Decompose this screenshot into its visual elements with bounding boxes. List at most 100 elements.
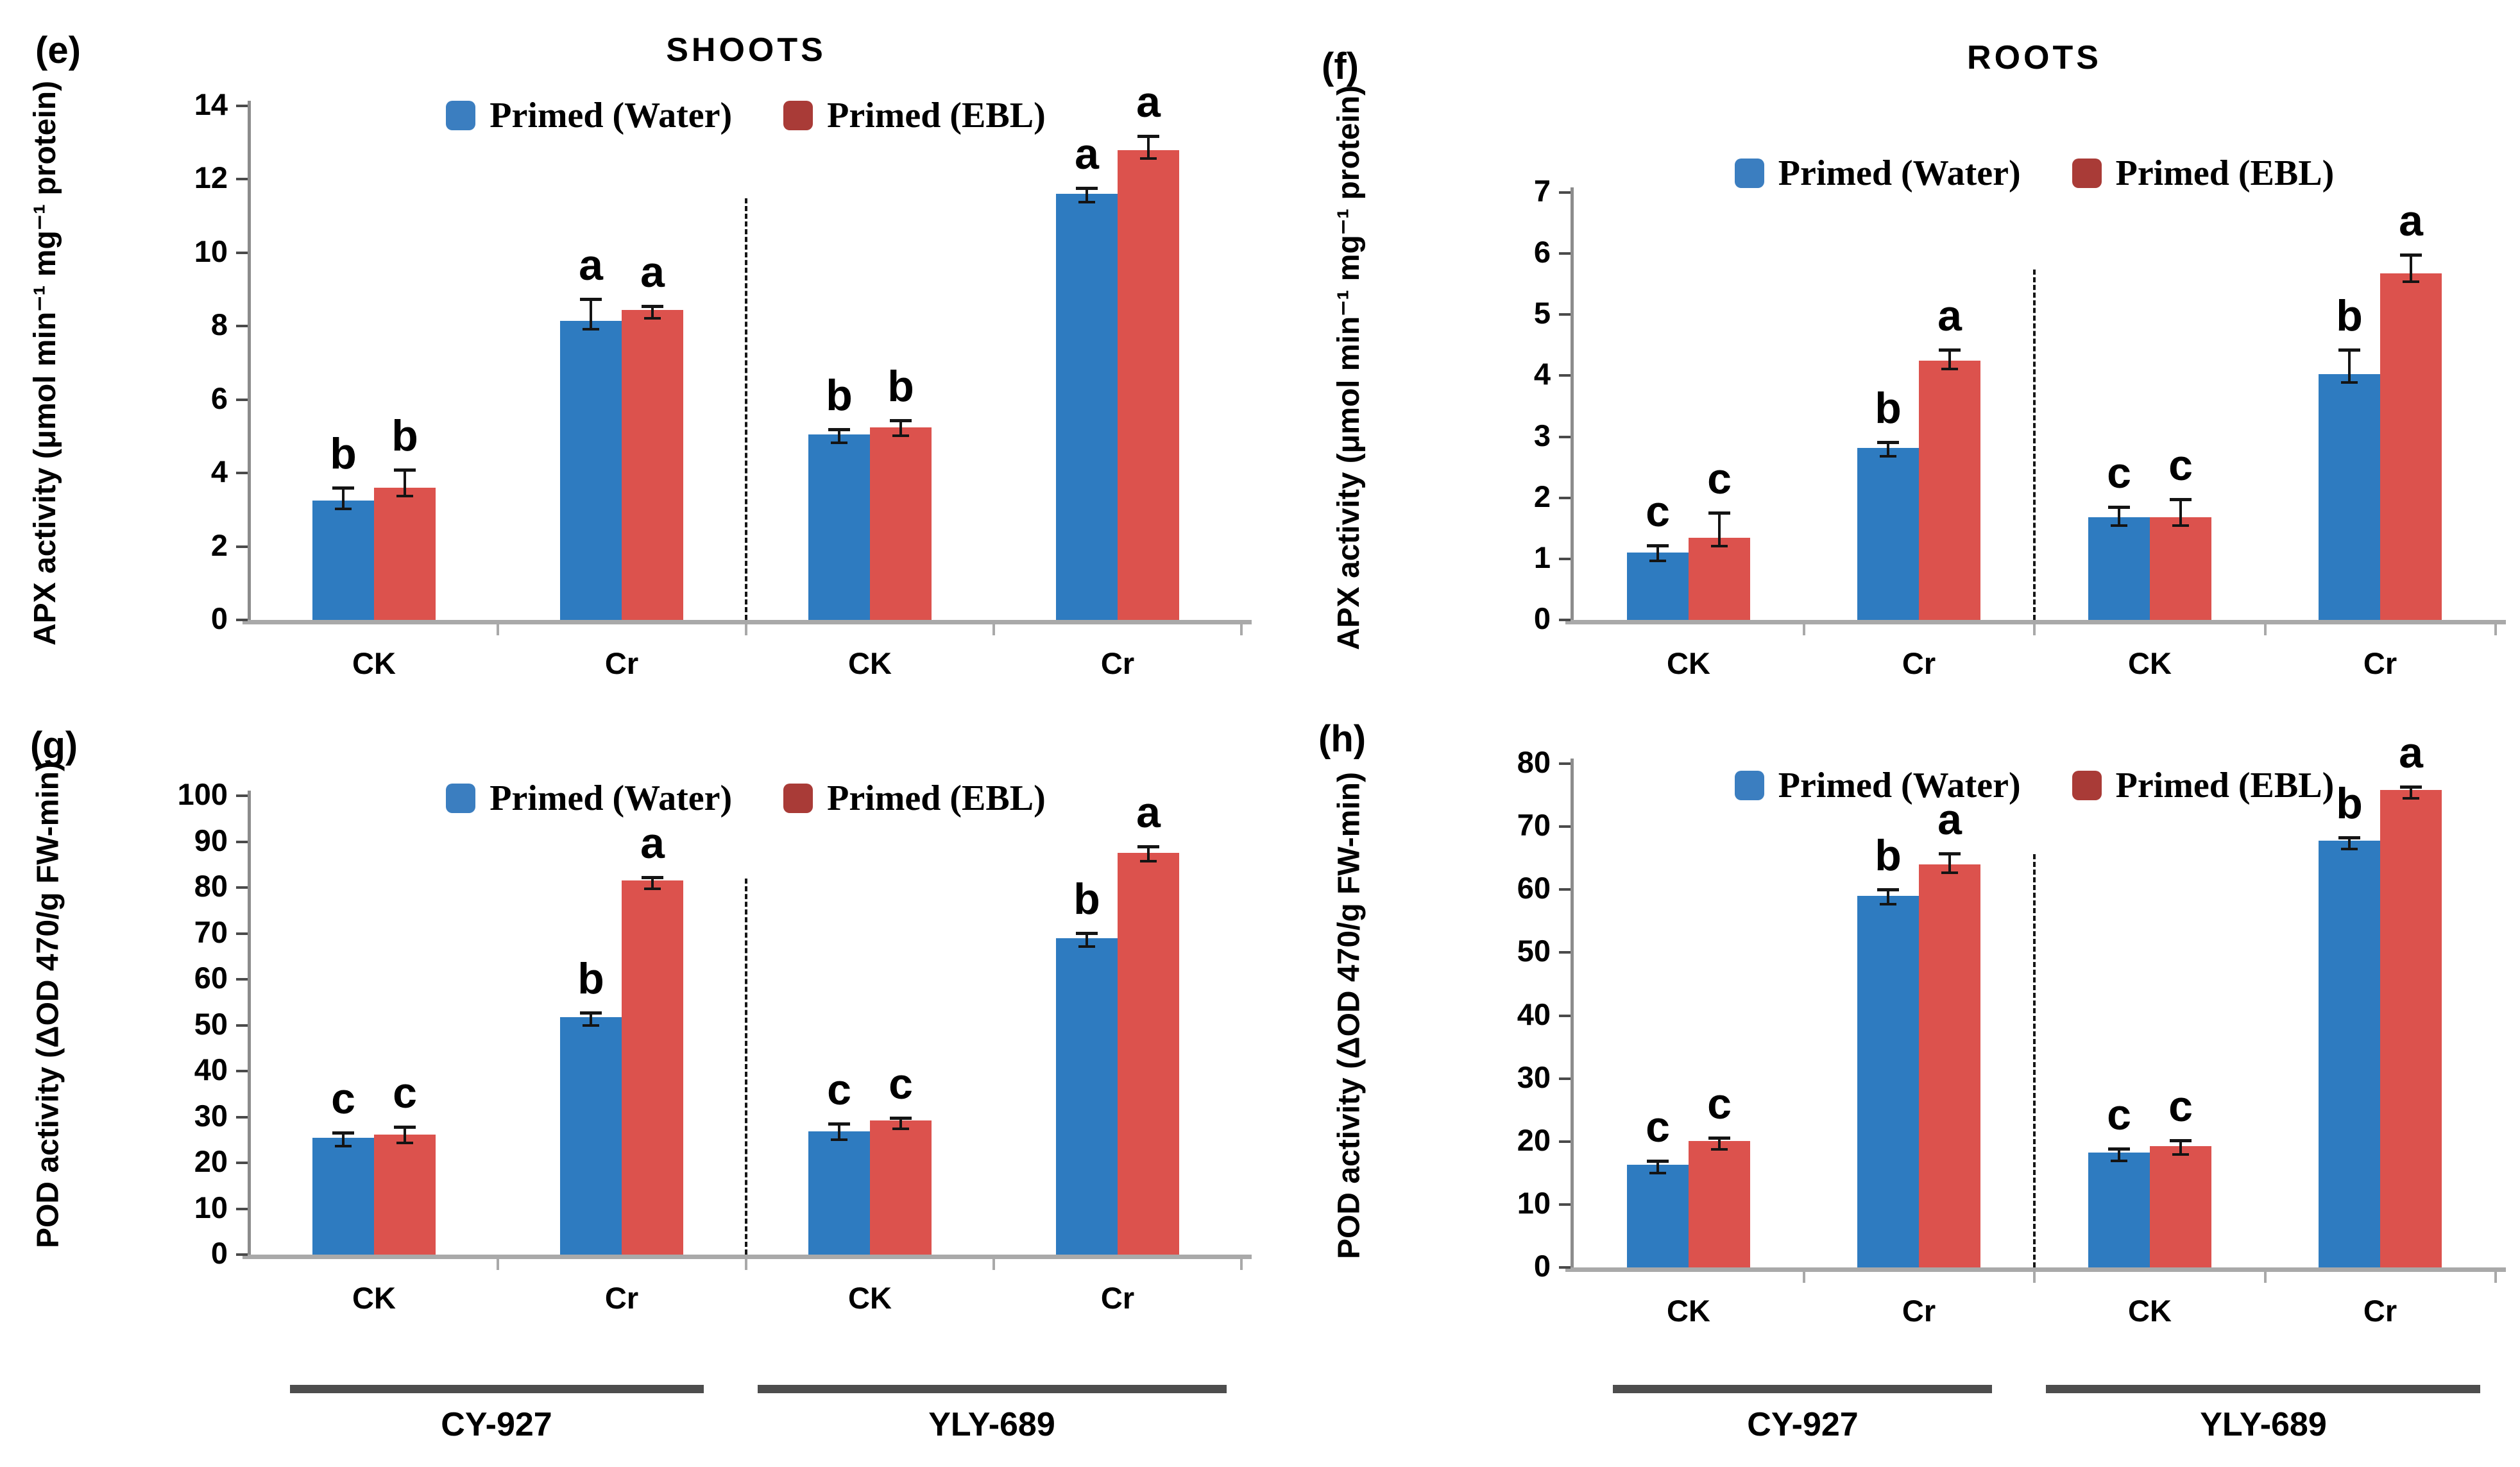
error-bar [2410,256,2412,282]
error-bar [1147,848,1150,862]
variety-bracket [758,1385,1227,1393]
error-cap-bottom [831,1138,847,1141]
y-axis-h [1571,759,1574,1267]
error-cap-bottom [2403,797,2419,800]
legend-item: Primed (EBL) [2072,153,2334,194]
variety-bracket [2046,1385,2480,1393]
x-tick [992,624,995,635]
error-cap-bottom [396,1142,413,1144]
legend-item: Primed (Water) [446,95,732,136]
error-cap-top [2338,836,2360,839]
sig-letter: b [826,371,853,420]
legend: Primed (Water) Primed (EBL) [1573,153,2496,194]
variety-divider [2033,854,2036,1267]
sig-letter: b [1875,384,1902,433]
error-bar [651,307,654,319]
legend-item: Primed (EBL) [783,778,1046,819]
legend: Primed (Water) Primed (EBL) [250,95,1241,136]
y-tick [236,1253,248,1256]
y-tick [1559,191,1571,194]
error-cap-bottom [2341,381,2358,384]
error-bar [1948,855,1951,873]
error-cap-top [394,468,416,472]
x-category-label: CK [848,1281,892,1315]
bar-g-ebl-1 [622,880,683,1255]
sig-letter: c [2168,1082,2193,1131]
bar-f-water-2 [2088,517,2150,620]
legend-swatch-ebl [783,784,813,813]
y-tick-label: 12 [194,160,228,194]
sig-letter: c [1646,487,1670,536]
sig-letter: c [2107,1090,2131,1139]
error-bar [1718,514,1721,546]
error-bar [1656,1162,1659,1174]
variety-divider [2033,270,2036,620]
error-bar [2118,1150,2120,1162]
sig-letter: c [1646,1102,1670,1151]
bar-f-ebl-3 [2380,273,2442,620]
y-tick [1559,619,1571,621]
x-tick [2494,1272,2497,1283]
error-bar [1085,934,1088,947]
x-tick [2264,1272,2267,1283]
y-tick [236,399,248,401]
sig-letter: b [2336,291,2363,340]
error-cap-bottom [892,1128,909,1130]
y-tick [236,794,248,797]
error-cap-bottom [1941,871,1958,874]
x-category-label: Cr [604,1281,639,1315]
y-tick-label: 20 [194,1144,228,1178]
x-axis-e [243,620,1252,624]
y-tick [1559,1077,1571,1080]
sig-letter: a [1075,130,1099,178]
error-cap-bottom [583,1024,599,1027]
y-tick [236,1116,248,1119]
y-tick-label: 30 [1517,1060,1551,1094]
x-category-label: Cr [2363,646,2397,680]
error-bar [1656,547,1659,562]
error-cap-top [828,428,850,431]
x-category-label: CK [848,646,892,680]
error-cap-top [1708,1137,1730,1140]
legend-label-ebl: Primed (EBL) [827,96,1046,135]
y-tick [1559,374,1571,377]
bar-g-water-1 [560,1017,622,1255]
error-bar [2348,351,2351,382]
y-tick-label: 0 [1533,1249,1551,1283]
error-bar [2410,788,2412,799]
bar-f-ebl-2 [2150,517,2211,620]
legend-label-water: Primed (Water) [1778,766,2021,805]
y-tick-label: 60 [194,961,228,995]
sig-letter: b [391,411,418,460]
error-cap-top [332,1131,354,1135]
y-axis-label-e: APX activity (μmol min⁻¹ mg⁻¹ protein) [28,80,62,646]
error-cap-bottom [1649,560,1666,562]
y-tick-label: 40 [194,1052,228,1086]
bar-h-ebl-2 [2150,1146,2211,1267]
error-cap-top [1939,348,1961,352]
legend: Primed (Water) Primed (EBL) [1573,765,2496,806]
x-axis-f [1565,620,2506,624]
error-cap-top [2400,253,2422,257]
bar-e-ebl-2 [870,427,932,620]
bar-h-water-2 [2088,1153,2150,1267]
y-tick [236,1070,248,1072]
y-tick-label: 1 [1533,540,1551,574]
bar-e-ebl-3 [1118,150,1179,620]
sig-letter: c [393,1068,417,1117]
legend: Primed (Water) Primed (EBL) [250,778,1241,819]
error-cap-bottom [1880,455,1896,458]
bar-h-ebl-1 [1919,864,1980,1267]
bar-g-ebl-0 [374,1135,436,1255]
legend-label-water: Primed (Water) [490,778,733,818]
error-cap-top [332,486,354,490]
y-tick [236,1208,248,1210]
error-cap-top [890,1117,912,1120]
legend-item: Primed (Water) [1734,153,2021,194]
error-cap-bottom [335,508,352,510]
error-bar [342,489,345,510]
error-cap-top [394,1126,416,1129]
error-bar [838,1125,840,1141]
y-axis-f [1571,187,1574,620]
